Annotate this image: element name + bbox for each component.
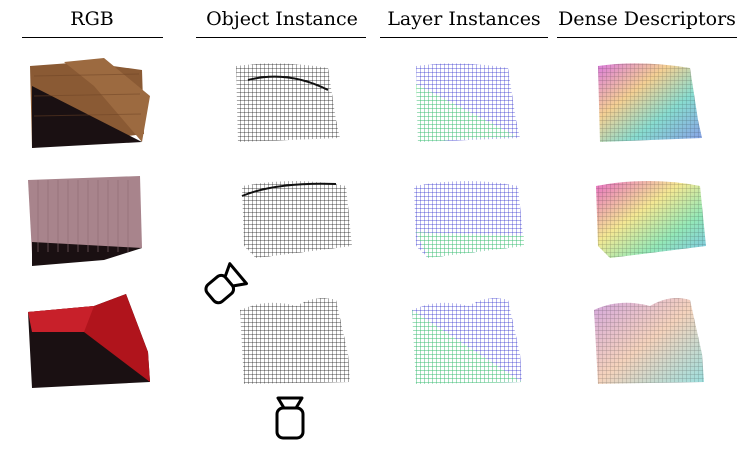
dense-descriptors-row-2 [596,181,706,258]
object-instance-row-3 [240,298,350,384]
layer-instances-row-3 [412,298,522,384]
camera-icon [275,396,305,440]
object-instance-row-2 [241,181,352,258]
layer-instances-row-1 [416,63,520,142]
camera-icon [204,262,249,305]
column-header-layer-instances: Layer Instances [387,8,541,30]
object-instance-row-1 [236,63,340,142]
layer-instances-row-2 [414,181,524,258]
column-rule-object-instance [196,37,366,38]
dense-descriptors-row-1 [598,63,702,142]
rgb-image-row-3 [28,294,150,388]
column-header-object-instance: Object Instance [206,8,358,30]
column-rule-layer-instances [380,37,548,38]
rgb-image-row-1 [30,58,150,148]
rgb-image-row-2 [28,176,142,266]
dense-descriptors-row-3 [594,298,704,384]
column-rule-dense-descriptors [557,37,737,38]
column-rule-rgb [22,37,163,38]
column-header-dense-descriptors: Dense Descriptors [558,8,736,30]
column-header-rgb: RGB [70,8,114,30]
